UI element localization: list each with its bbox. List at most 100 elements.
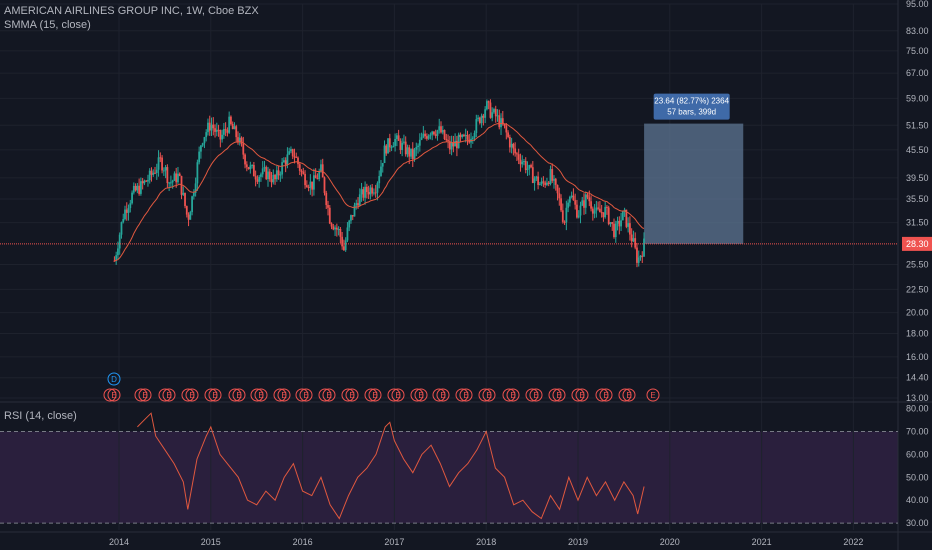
candle — [208, 115, 211, 136]
candle — [634, 232, 637, 250]
candle-body — [161, 157, 163, 171]
earnings-marker[interactable]: E — [204, 388, 222, 402]
earnings-marker[interactable]: E — [250, 388, 268, 402]
candle — [565, 200, 568, 231]
earnings-marker-circle — [250, 388, 264, 402]
candle — [475, 114, 478, 138]
candle-body — [134, 185, 137, 191]
earnings-marker[interactable]: E — [228, 388, 246, 402]
candle — [447, 134, 449, 149]
candle — [314, 168, 317, 179]
earnings-marker[interactable]: E — [318, 388, 336, 402]
candle — [523, 158, 525, 166]
candle-body — [533, 178, 536, 183]
candle-body — [318, 171, 321, 179]
earnings-marker[interactable]: E — [502, 388, 520, 402]
candle — [362, 186, 365, 201]
candle-body — [210, 124, 213, 131]
earnings-marker-label: E — [418, 391, 423, 400]
earnings-marker[interactable]: E — [646, 388, 660, 402]
earnings-marker-label: E — [533, 391, 538, 400]
candle-body — [277, 170, 280, 176]
earnings-marker[interactable]: E — [548, 388, 566, 402]
candle — [194, 177, 197, 197]
candle — [443, 129, 446, 141]
candle — [500, 113, 502, 135]
candle — [323, 176, 326, 196]
candle-body — [542, 181, 545, 183]
candle — [192, 189, 195, 200]
candle-body — [305, 185, 308, 188]
earnings-marker[interactable]: E — [455, 388, 473, 402]
candle — [560, 194, 562, 213]
candle — [554, 177, 557, 191]
candle-body — [491, 112, 494, 118]
rsi-tick-label: 70.00 — [906, 426, 929, 436]
earnings-marker-circle — [410, 388, 424, 402]
earnings-marker[interactable]: E — [295, 388, 313, 402]
candle — [614, 220, 617, 243]
candle-body — [584, 194, 587, 208]
candle — [401, 138, 404, 157]
candle — [519, 153, 522, 172]
candle-body — [516, 153, 518, 155]
candle — [604, 201, 607, 219]
earnings-marker-circle — [158, 388, 172, 402]
earnings-marker-label: E — [510, 391, 515, 400]
candle — [307, 184, 310, 192]
candle — [343, 239, 345, 251]
price-tick-label: 22.50 — [906, 284, 929, 294]
earnings-marker[interactable]: E — [103, 388, 121, 402]
earnings-marker[interactable]: E — [158, 388, 176, 402]
earnings-marker[interactable]: E — [387, 388, 405, 402]
candle-body — [217, 129, 220, 131]
candle — [339, 227, 342, 244]
earnings-marker[interactable]: E — [410, 388, 428, 402]
candle — [463, 133, 465, 137]
price-tick-label: 35.50 — [906, 194, 929, 204]
earnings-marker[interactable]: E — [341, 388, 359, 402]
earnings-marker[interactable]: E — [618, 388, 636, 402]
earnings-marker[interactable]: E — [478, 388, 496, 402]
candle — [150, 167, 153, 182]
rsi-indicator-label[interactable]: RSI (14, close) — [4, 410, 77, 422]
earnings-marker[interactable]: E — [364, 388, 382, 402]
time-tick-label: 2020 — [660, 537, 680, 547]
candle-body — [139, 181, 142, 194]
earnings-marker-circle — [595, 388, 609, 402]
earnings-marker[interactable]: E — [595, 388, 613, 402]
candle — [579, 201, 582, 224]
earnings-marker-label: E — [579, 391, 584, 400]
candle-body — [607, 207, 610, 225]
earnings-marker[interactable]: E — [432, 388, 450, 402]
candle-body — [371, 187, 374, 194]
smma-indicator-label[interactable]: SMMA (15, close) — [4, 19, 91, 31]
earnings-marker[interactable]: E — [273, 388, 291, 402]
price-tick-label: 75.00 — [906, 46, 929, 56]
candle-body — [627, 223, 630, 227]
candle — [251, 164, 254, 169]
candle — [505, 123, 508, 140]
earnings-marker[interactable]: E — [525, 388, 543, 402]
candle — [637, 250, 640, 267]
candle-body — [314, 175, 317, 179]
earnings-marker-circle — [646, 388, 660, 402]
candle-body — [623, 209, 626, 211]
candle-body — [288, 151, 291, 155]
candle — [161, 155, 163, 174]
candle — [461, 134, 464, 139]
candle — [392, 142, 395, 148]
earnings-marker[interactable]: E — [134, 388, 152, 402]
candle-body — [591, 208, 594, 214]
price-tick-label: 14.40 — [906, 373, 929, 383]
price-tick-label: 59.00 — [906, 93, 929, 103]
dividend-marker[interactable]: D — [107, 372, 121, 386]
earnings-marker[interactable]: E — [571, 388, 589, 402]
price-tick-label: 39.50 — [906, 173, 929, 183]
candle-body — [293, 156, 296, 158]
earnings-marker[interactable]: E — [181, 388, 199, 402]
candle — [607, 205, 610, 226]
candle-body — [231, 123, 234, 130]
candle-body — [145, 180, 148, 182]
